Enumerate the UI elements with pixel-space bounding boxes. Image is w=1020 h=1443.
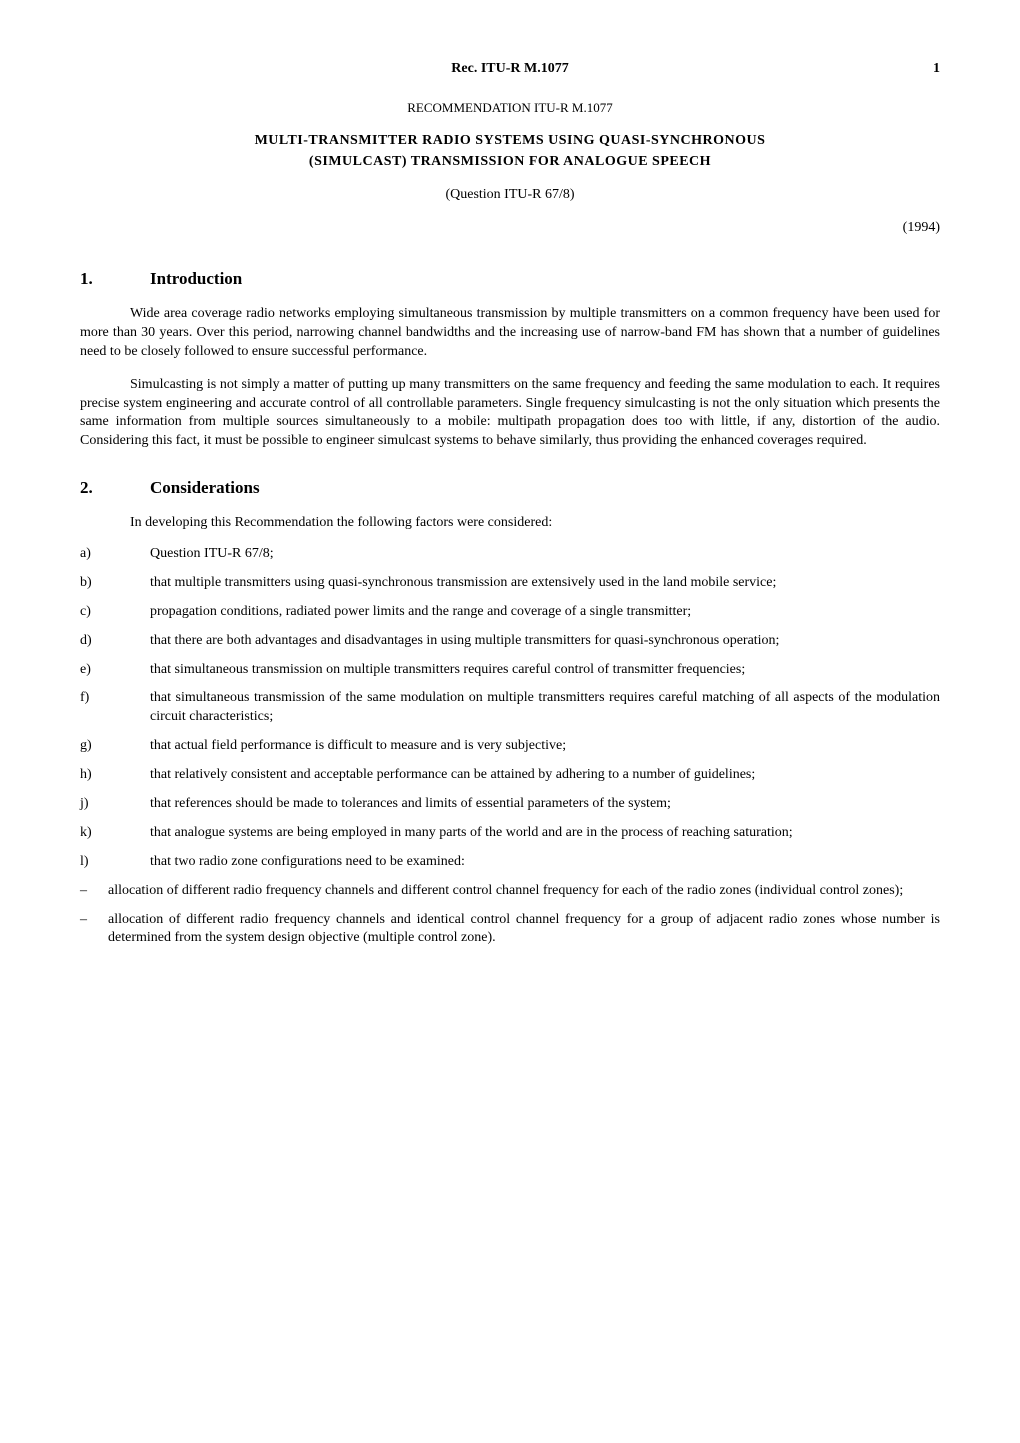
item-f: f) that simultaneous transmission of the… [80,689,940,727]
item-d-label: d) [80,632,150,651]
item-h: h) that relatively consistent and accept… [80,766,940,785]
section-2-intro: In developing this Recommendation the fo… [80,514,940,533]
item-h-text: that relatively consistent and acceptabl… [150,766,940,785]
page-header: Rec. ITU-R M.1077 1 [80,60,940,79]
item-d-text: that there are both advantages and disad… [150,632,940,651]
item-e: e) that simultaneous transmission on mul… [80,661,940,680]
title-line2: (SIMULCAST) TRANSMISSION FOR ANALOGUE SP… [80,153,940,172]
item-l-label: l) [80,853,150,872]
item-c-label: c) [80,603,150,622]
item-f-text: that simultaneous transmission of the sa… [150,689,940,727]
dash-2-text: allocation of different radio frequency … [108,911,940,949]
question-ref: (Question ITU-R 67/8) [80,186,940,205]
item-j-label: j) [80,795,150,814]
section-1-title: Introduction [150,268,940,291]
item-a: a) Question ITU-R 67/8; [80,545,940,564]
page-number: 1 [910,60,940,79]
dash-item-2: – allocation of different radio frequenc… [80,911,940,949]
item-e-text: that simultaneous transmission on multip… [150,661,940,680]
item-a-label: a) [80,545,150,564]
item-a-text: Question ITU-R 67/8; [150,545,940,564]
doc-ref: Rec. ITU-R M.1077 [110,60,910,79]
dash-1-text: allocation of different radio frequency … [108,882,940,901]
section-2-heading: 2. Considerations [80,477,940,500]
item-k: k) that analogue systems are being emplo… [80,824,940,843]
item-g-text: that actual field performance is difficu… [150,737,940,756]
item-d: d) that there are both advantages and di… [80,632,940,651]
item-f-label: f) [80,689,150,727]
item-g: g) that actual field performance is diff… [80,737,940,756]
section-1-num: 1. [80,268,150,291]
item-k-label: k) [80,824,150,843]
dash-item-1: – allocation of different radio frequenc… [80,882,940,901]
section-1-heading: 1. Introduction [80,268,940,291]
item-h-label: h) [80,766,150,785]
title-line1: MULTI-TRANSMITTER RADIO SYSTEMS USING QU… [80,132,940,151]
section-1-para-1: Wide area coverage radio networks employ… [80,305,940,362]
item-k-text: that analogue systems are being employed… [150,824,940,843]
item-g-label: g) [80,737,150,756]
section-1-para-2: Simulcasting is not simply a matter of p… [80,376,940,452]
item-c: c) propagation conditions, radiated powe… [80,603,940,622]
recommendation-line: RECOMMENDATION ITU-R M.1077 [80,99,940,117]
item-j-text: that references should be made to tolera… [150,795,940,814]
item-l-text: that two radio zone configurations need … [150,853,940,872]
dash-1-label: – [80,882,108,901]
item-e-label: e) [80,661,150,680]
item-j: j) that references should be made to tol… [80,795,940,814]
section-2-title: Considerations [150,477,940,500]
item-l: l) that two radio zone configurations ne… [80,853,940,872]
item-b-label: b) [80,574,150,593]
section-2-num: 2. [80,477,150,500]
item-b: b) that multiple transmitters using quas… [80,574,940,593]
year: (1994) [80,219,940,238]
item-b-text: that multiple transmitters using quasi-s… [150,574,940,593]
item-c-text: propagation conditions, radiated power l… [150,603,940,622]
dash-2-label: – [80,911,108,949]
